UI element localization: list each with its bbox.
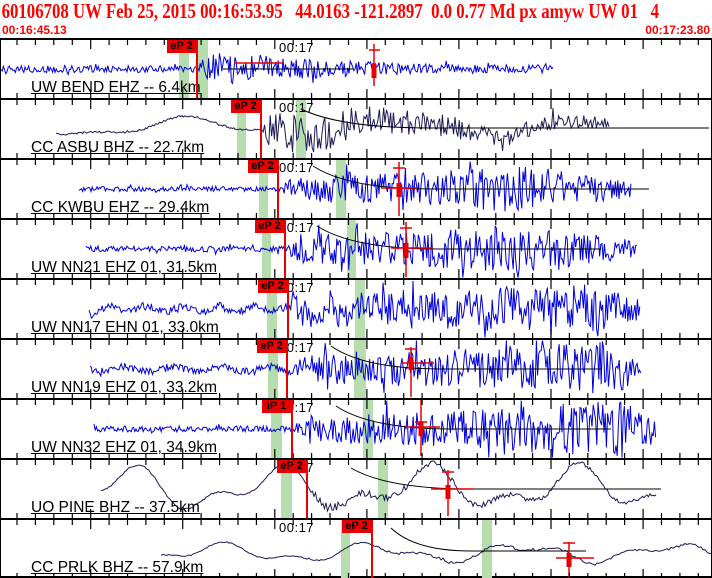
station-label: CC KWBU EHZ -- 29.4km xyxy=(31,199,210,216)
waveform-plot[interactable] xyxy=(1,280,711,338)
waveform-trace[interactable] xyxy=(1,53,554,85)
trace-panel-9[interactable]: eP 2 00:17 CC PRLK BHZ -- 57.9km xyxy=(1,518,711,578)
phase-pick-line[interactable] xyxy=(287,280,289,338)
station-label: CC PRLK BHZ -- 57.9km xyxy=(31,559,204,576)
phase-pick-flag[interactable]: eP 2 xyxy=(255,220,284,233)
trace-panels: eP 2 00:17 UW BEND EHZ -- 6.4km eP 2 00:17 CC… xyxy=(0,38,712,578)
phase-pick-flag[interactable]: eP 2 xyxy=(257,340,286,353)
station-label: UW NN21 EHZ 01, 31.5km xyxy=(31,259,218,276)
highlight-band xyxy=(198,40,208,98)
waveform-trace[interactable] xyxy=(93,400,657,458)
waveform-plot[interactable] xyxy=(1,460,711,518)
phase-pick-line[interactable] xyxy=(306,460,308,518)
highlight-band xyxy=(271,400,282,458)
event-header: 60106708 UW Feb 25, 2015 00:16:53.95 44.… xyxy=(0,0,712,22)
trace-panel-8[interactable]: eP 200:17UO PINE BHZ -- 37.5km xyxy=(1,458,711,518)
phase-pick-flag[interactable]: eP 2 xyxy=(258,280,287,293)
minute-tick-label: 00:17 xyxy=(279,100,315,115)
minute-tick-label: 00:17 xyxy=(279,520,315,535)
highlight-band xyxy=(341,520,350,578)
station-label: UO PINE BHZ -- 37.5km xyxy=(31,499,200,516)
coda-duration-marker[interactable] xyxy=(369,44,380,86)
coda-decay-curve xyxy=(300,108,709,129)
highlight-band xyxy=(267,280,277,338)
phase-pick-flag[interactable]: eP 2 xyxy=(231,100,260,113)
minute-tick-label: 00:17 xyxy=(279,160,315,175)
time-ticks xyxy=(16,520,699,578)
time-ticks xyxy=(16,220,699,278)
waveform-plot[interactable] xyxy=(1,160,711,218)
waveform-trace[interactable] xyxy=(55,106,610,153)
trace-panel-5[interactable]: eP 2 00:17 UW NN17 EHN 01, 33.0km xyxy=(1,278,711,338)
trace-panel-2[interactable]: eP 2 00:17 CC ASBU BHZ -- 22.7km xyxy=(1,98,711,158)
waveform-plot[interactable] xyxy=(1,400,711,458)
minute-tick-label: 00:17 xyxy=(279,40,315,55)
coda-decay-curve xyxy=(312,165,649,190)
phase-pick-flag[interactable]: eP 2 xyxy=(277,460,306,473)
station-label: UW NN17 EHN 01, 33.0km xyxy=(31,319,219,336)
station-label: UW NN32 EHZ 01, 34.9km xyxy=(31,439,218,456)
coda-decay-curve xyxy=(335,405,611,430)
coda-duration-marker[interactable] xyxy=(391,222,433,277)
time-ticks xyxy=(16,280,699,338)
highlight-band xyxy=(378,460,388,518)
trace-panel-1[interactable]: eP 2 00:17 UW BEND EHZ -- 6.4km xyxy=(1,38,711,98)
waveform-trace[interactable] xyxy=(88,280,641,338)
waveform-plot[interactable] xyxy=(1,220,711,278)
waveform-trace[interactable] xyxy=(160,541,711,566)
waveform-trace[interactable] xyxy=(100,460,657,513)
highlight-band xyxy=(281,460,292,518)
waveform-plot[interactable] xyxy=(1,40,711,98)
coda-duration-marker[interactable] xyxy=(431,470,473,516)
coda-decay-curve xyxy=(330,345,601,370)
phase-pick-line[interactable] xyxy=(284,220,286,278)
waveform-plot[interactable] xyxy=(1,340,711,398)
highlight-band xyxy=(268,340,278,398)
trace-panel-6[interactable]: eP 2 00:17 UW NN19 EHZ 01, 33.2km xyxy=(1,338,711,398)
phase-pick-line[interactable] xyxy=(286,340,288,398)
minute-tick-label: 00:17 xyxy=(279,220,315,235)
coda-decay-curve xyxy=(390,527,586,552)
phase-pick-line[interactable] xyxy=(277,160,279,218)
phase-pick-line[interactable] xyxy=(260,100,262,158)
phase-pick-flag[interactable]: eP 2 xyxy=(167,40,196,53)
highlight-band xyxy=(296,100,306,158)
station-label: UW BEND EHZ -- 6.4km xyxy=(31,79,201,96)
waveform-trace[interactable] xyxy=(78,161,632,212)
window-start-time: 00:16:45.13 xyxy=(2,23,67,37)
time-ticks xyxy=(16,460,699,518)
window-end-time: 00:17:23.80 xyxy=(645,23,710,37)
coda-duration-marker[interactable] xyxy=(405,400,440,456)
highlight-band xyxy=(336,160,346,218)
time-window-bar: 00:16:45.13 00:17:23.80 xyxy=(0,22,712,38)
time-ticks xyxy=(16,340,699,398)
waveform-plot[interactable] xyxy=(1,100,711,158)
trace-panel-3[interactable]: eP 2 00:17 CC KWBU EHZ -- 29.4km xyxy=(1,158,711,218)
phase-pick-flag[interactable]: eP 2 xyxy=(342,520,371,533)
coda-duration-marker[interactable] xyxy=(381,162,417,216)
phase-pick-line[interactable] xyxy=(196,40,198,98)
station-label: UW NN19 EHZ 01, 33.2km xyxy=(31,379,218,396)
station-label: CC ASBU BHZ -- 22.7km xyxy=(31,139,205,156)
time-ticks xyxy=(16,160,699,218)
waveform-plot[interactable] xyxy=(1,520,711,578)
coda-duration-marker[interactable] xyxy=(556,542,594,578)
trace-panel-4[interactable]: eP 2 00:17 UW NN21 EHZ 01, 31.5km xyxy=(1,218,711,278)
event-summary-line: 60106708 UW Feb 25, 2015 00:16:53.95 44.… xyxy=(1,0,659,22)
phase-pick-flag[interactable]: eP 2 xyxy=(248,160,277,173)
coda-decay-curve xyxy=(350,467,661,490)
waveform-trace[interactable] xyxy=(85,223,638,278)
coda-decay-curve xyxy=(316,225,601,250)
waveform-trace[interactable] xyxy=(89,340,642,394)
coda-duration-marker[interactable] xyxy=(401,347,434,397)
time-ticks xyxy=(16,100,699,158)
phase-pick-line[interactable] xyxy=(291,400,293,458)
trace-panel-7[interactable]: iP 1 00:17 UW NN32 EHZ 01, 34.9km xyxy=(1,398,711,458)
phase-pick-flag[interactable]: iP 1 xyxy=(262,400,291,413)
phase-pick-line[interactable] xyxy=(371,520,373,578)
